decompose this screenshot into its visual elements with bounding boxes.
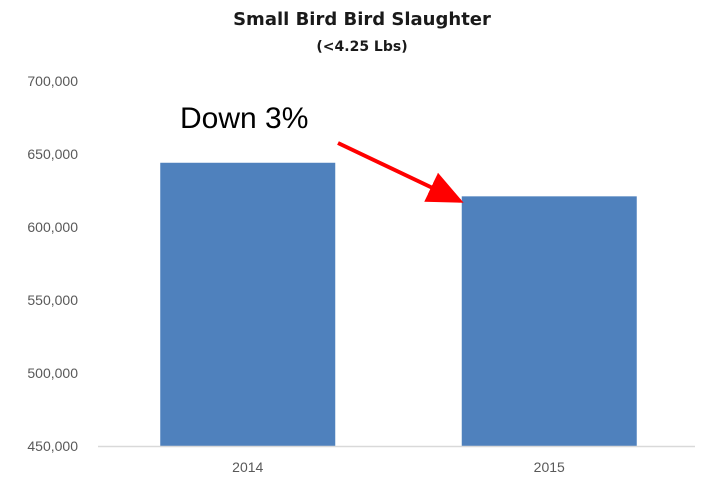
x-tick-label: 2014 (232, 459, 263, 475)
y-axis-ticks: 450,000 500,000 550,000 600,000 650,000 700,0… (27, 73, 78, 454)
y-tick-label: 450,000 (27, 438, 78, 454)
x-tick-label: 2015 (534, 459, 565, 475)
y-tick-label: 550,000 (27, 292, 78, 308)
bars (160, 162, 637, 446)
annotation-down-3-percent: Down 3% (180, 102, 308, 135)
y-tick-label: 500,000 (27, 365, 78, 381)
y-tick-label: 600,000 (27, 219, 78, 235)
chart-subtitle: (<4.25 Lbs) (316, 39, 407, 55)
y-tick-label: 700,000 (27, 73, 78, 89)
chart-title: Small Bird Bird Slaughter (233, 9, 491, 30)
annotation-arrow (337, 141, 464, 203)
bar-2015 (461, 196, 637, 446)
x-axis-ticks: 2014 2015 (232, 459, 565, 475)
bar-2014 (160, 162, 336, 446)
y-tick-label: 650,000 (27, 146, 78, 162)
